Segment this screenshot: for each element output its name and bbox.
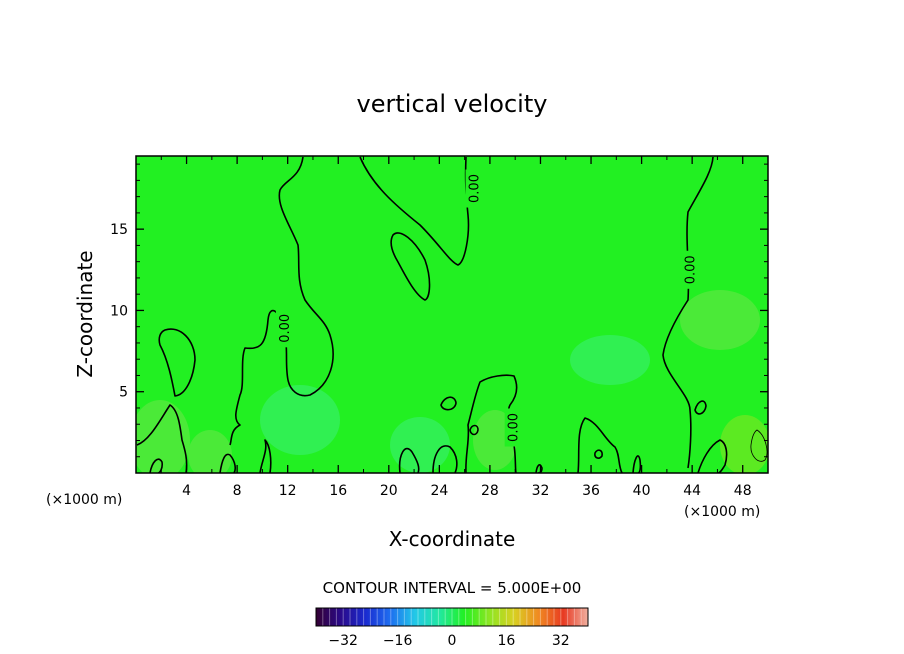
x-tick-label: 4: [182, 483, 191, 499]
field-shade: [720, 415, 768, 473]
y-axis-label: Z-coordinate: [73, 250, 97, 377]
field-shade: [680, 290, 760, 350]
contour-line: [432, 445, 458, 473]
contour-label: 0.00: [467, 174, 482, 203]
contour-line: [469, 424, 479, 436]
contour-line: [697, 439, 728, 473]
colorbar-tick-label: −32: [328, 633, 358, 649]
chart-title: vertical velocity: [357, 90, 548, 118]
contour-label-bg: [275, 309, 292, 348]
colorbar-tick-label: 32: [552, 633, 570, 649]
colorbar-tick-label: 0: [448, 633, 457, 649]
velocity-field: 0.00 0.00 0.00 0.00: [136, 156, 768, 473]
contour-line: [229, 156, 334, 446]
field-background: [136, 156, 768, 473]
contour-line: [219, 453, 236, 473]
colorbar-tick-label: 16: [497, 633, 515, 649]
x-tick-label: 40: [633, 483, 651, 499]
contour-line: [594, 449, 603, 459]
x-tick-label: 20: [380, 483, 398, 499]
y-tick-label: 10: [110, 303, 128, 319]
contour-label-bg: [504, 408, 521, 447]
contour-line: [158, 328, 196, 397]
colorbar-bands: [322, 608, 582, 626]
y-tick-label: 5: [119, 385, 128, 401]
contour-label: 0.00: [684, 255, 699, 284]
contour-line: [259, 439, 272, 473]
field-shade: [188, 430, 232, 473]
contour-label-bg: [465, 169, 482, 208]
contour-line: [577, 417, 623, 473]
contour-line: [662, 156, 714, 469]
x-unit-left: (×1000 m): [46, 492, 122, 508]
x-axis: 4 8 12 16 20 24 28 32 36 40 44 48: [160, 156, 752, 499]
contour-label: 0.00: [507, 413, 522, 442]
contour-label-bg: [681, 250, 698, 289]
contour-line-positive: [750, 429, 768, 462]
field-shade: [136, 400, 190, 473]
x-tick-label: 44: [683, 483, 701, 499]
x-tick-label: 36: [582, 483, 600, 499]
colorbar-frame: [315, 607, 589, 627]
x-tick-label: 28: [481, 483, 499, 499]
y-tick-label: 15: [110, 222, 128, 238]
colorbar-gradient: [316, 608, 588, 626]
x-unit-right: (×1000 m): [684, 504, 760, 520]
x-tick-label: 8: [233, 483, 242, 499]
x-axis-label: X-coordinate: [389, 527, 516, 551]
contour-line: [136, 404, 188, 473]
contour-line: [440, 396, 457, 411]
x-tick-label: 16: [329, 483, 347, 499]
contour-line: [390, 232, 431, 301]
plot-frame: [135, 155, 769, 474]
colorbar: −32 −16 0 16 32: [315, 607, 589, 649]
x-tick-label: 24: [430, 483, 448, 499]
contour-label: 0.00: [278, 314, 293, 343]
contour-lines: [136, 156, 728, 473]
x-tick-label: 12: [279, 483, 297, 499]
x-tick-label: 48: [734, 483, 752, 499]
contour-line: [694, 400, 707, 415]
contour-line: [398, 447, 420, 473]
contour-line: [632, 455, 642, 473]
y-axis: 5 10 15: [110, 163, 768, 458]
field-shade: [570, 335, 650, 385]
field-shade: [260, 385, 340, 455]
colorbar-tick-label: −16: [383, 633, 413, 649]
contour-interval-text: CONTOUR INTERVAL = 5.000E+00: [323, 579, 582, 597]
x-tick-label: 32: [532, 483, 550, 499]
contour-line: [149, 458, 163, 473]
